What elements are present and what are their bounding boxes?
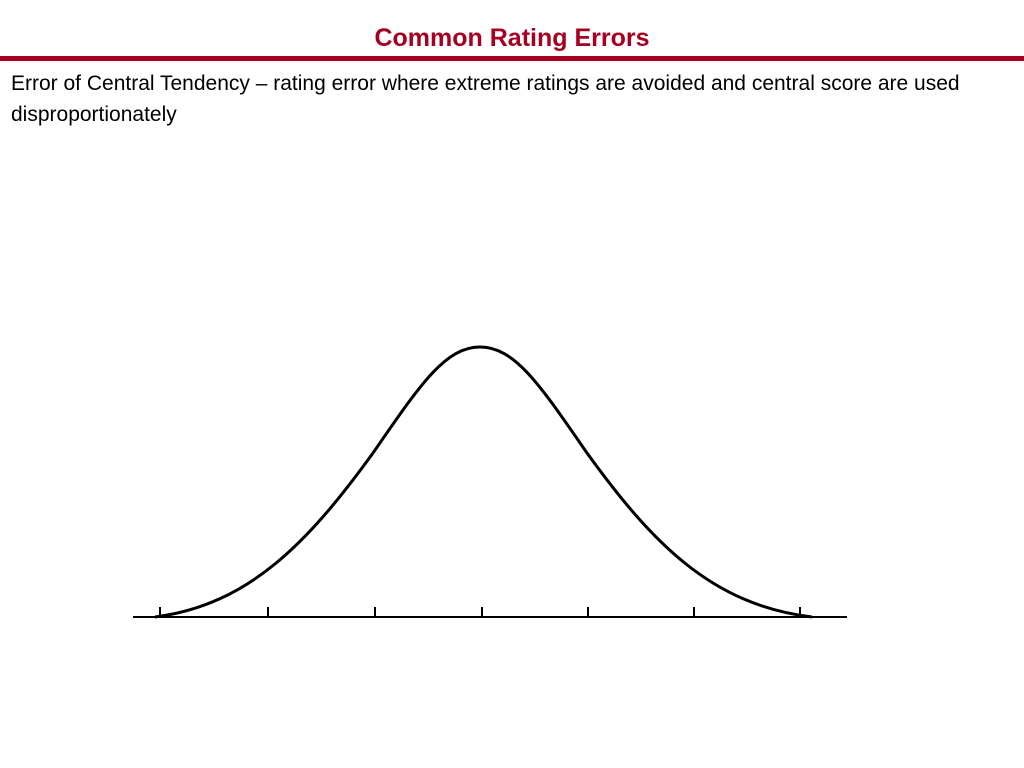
body-text: Error of Central Tendency – rating error… xyxy=(11,72,960,126)
bell-curve xyxy=(154,345,813,619)
ticks xyxy=(159,607,801,617)
slide-title: Common Rating Errors xyxy=(374,24,650,52)
title-rule xyxy=(0,56,1024,61)
